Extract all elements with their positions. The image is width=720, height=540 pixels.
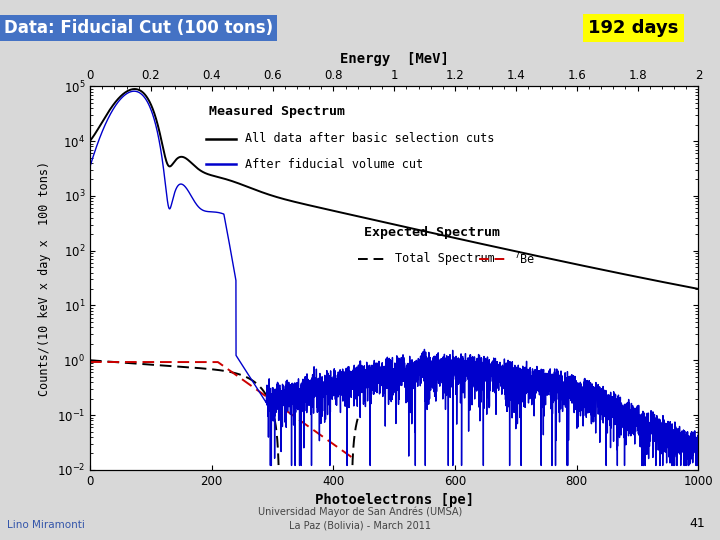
X-axis label: Energy  [MeV]: Energy [MeV] — [340, 52, 449, 66]
Text: $^7$Be: $^7$Be — [514, 250, 536, 267]
Text: Expected Spectrum: Expected Spectrum — [364, 226, 500, 239]
Text: Total Spectrum: Total Spectrum — [395, 252, 495, 265]
Text: Data: Fiducial Cut (100 tons): Data: Fiducial Cut (100 tons) — [4, 19, 273, 37]
Text: Measured Spectrum: Measured Spectrum — [209, 105, 345, 118]
Text: 41: 41 — [690, 517, 706, 530]
Text: All data after basic selection cuts: All data after basic selection cuts — [245, 132, 495, 145]
Text: 192 days: 192 days — [588, 19, 679, 37]
Text: Lino Miramonti: Lino Miramonti — [7, 520, 85, 530]
Text: After fiducial volume cut: After fiducial volume cut — [245, 158, 423, 171]
Text: Universidad Mayor de San Andrés (UMSA)
La Paz (Bolivia) - March 2011: Universidad Mayor de San Andrés (UMSA) L… — [258, 507, 462, 530]
X-axis label: Photoelectrons [pe]: Photoelectrons [pe] — [315, 493, 474, 507]
Y-axis label: Counts/(10 keV x day x  100 tons): Counts/(10 keV x day x 100 tons) — [38, 160, 51, 396]
